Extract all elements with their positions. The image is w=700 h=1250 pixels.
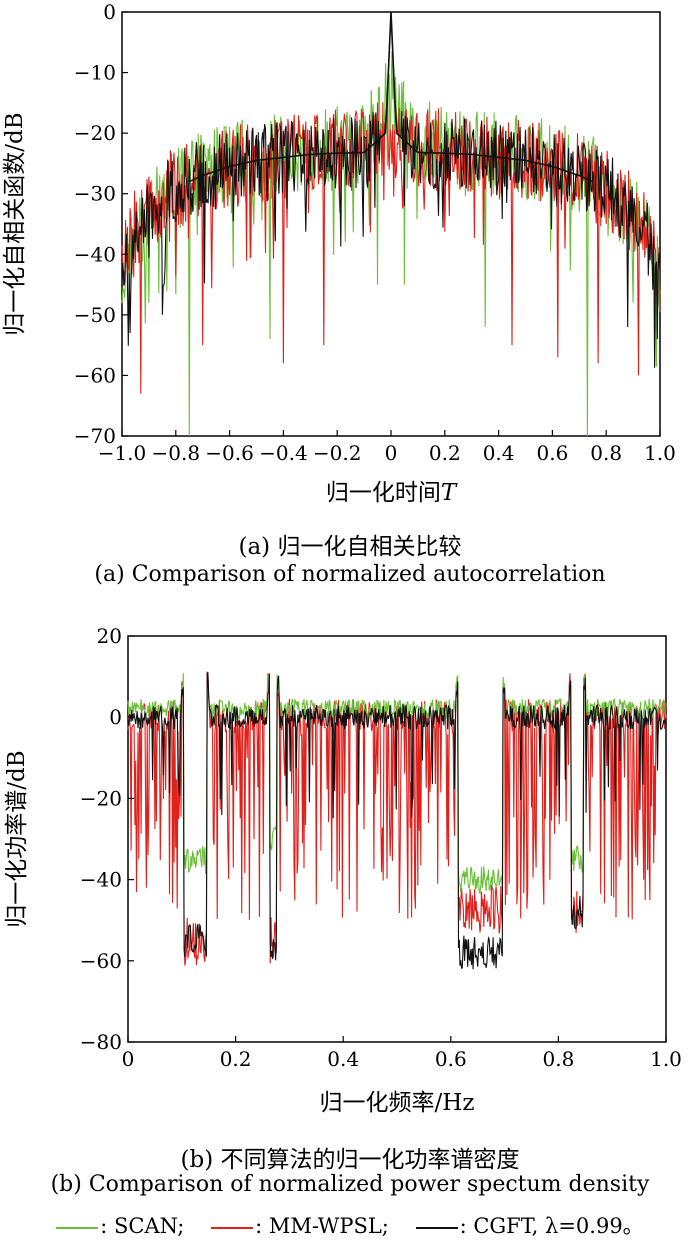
y-tick-label-a: −10 bbox=[74, 61, 116, 85]
legend-item-mm-wpsl: : MM-WPSL; bbox=[211, 1214, 389, 1238]
series-group-b bbox=[127, 670, 667, 970]
plot-frame-b bbox=[127, 635, 667, 1043]
y-tick-label-a: 0 bbox=[103, 0, 116, 24]
y-tick-label-a: −60 bbox=[74, 363, 116, 387]
x-tick-label-a: 0.6 bbox=[536, 441, 568, 465]
x-tick-label-a: 0.8 bbox=[590, 441, 622, 465]
x-tick-label-a: −1.0 bbox=[98, 441, 147, 465]
y-tick-label-a: −40 bbox=[74, 242, 116, 266]
x-tick-label-a: −0.4 bbox=[259, 441, 308, 465]
caption-b-zh: (b) 不同算法的归一化功率谱密度 bbox=[180, 1147, 520, 1173]
x-tick-label-b: 0.4 bbox=[327, 1047, 359, 1071]
legend-label-mm-wpsl: : MM-WPSL; bbox=[255, 1214, 389, 1238]
x-tick-label-b: 1.0 bbox=[650, 1047, 682, 1071]
x-tick-label-a: −0.8 bbox=[152, 441, 201, 465]
x-tick-label-a: 0 bbox=[385, 441, 398, 465]
legend-swatch-cgft bbox=[415, 1226, 458, 1229]
y-tick-label-a: −30 bbox=[74, 182, 116, 206]
legend-label-scan: : SCAN; bbox=[100, 1214, 185, 1238]
series-envelope-cgft bbox=[188, 11, 594, 183]
x-tick-label-b: 0.8 bbox=[542, 1047, 574, 1071]
x-tick-label-a: 0.4 bbox=[483, 441, 515, 465]
series-group-a bbox=[121, 11, 661, 437]
ticks-b: 0 0.2 0.4 0.6 0.8 1.0 20 0 −20 −40 −60 −80 bbox=[80, 624, 682, 1071]
y-tick-label-b: −80 bbox=[80, 1030, 122, 1054]
legend: : SCAN; : MM-WPSL; : CGFT, λ=0.99。 bbox=[0, 1210, 700, 1240]
x-tick-label-a: −0.6 bbox=[205, 441, 254, 465]
legend-label-cgft: : CGFT, λ=0.99。 bbox=[459, 1214, 644, 1238]
power-spectrum-chart: 0 0.2 0.4 0.6 0.8 1.0 20 0 −20 −40 −60 −80 归一化频率/Hz… bbox=[4, 624, 682, 1116]
legend-item-scan: : SCAN; bbox=[56, 1214, 184, 1238]
caption-b-en: (b) Comparison of normalized power spect… bbox=[50, 1172, 650, 1197]
caption-a-en: (a) Comparison of normalized autocorrela… bbox=[94, 562, 606, 587]
y-tick-label-a: −70 bbox=[74, 424, 116, 448]
legend-swatch-scan bbox=[56, 1226, 99, 1229]
x-tick-label-b: 0 bbox=[122, 1047, 135, 1071]
ticks-a: −1.0 −0.8 −0.6 −0.4 −0.2 0 0.2 0.4 0.6 0.8 1.0 0 −10… bbox=[74, 0, 676, 465]
series-line-cgft bbox=[127, 672, 667, 970]
series-line-scan bbox=[121, 51, 661, 437]
y-axis-label-a: 归一化自相关函数/dB bbox=[2, 112, 28, 335]
x-tick-label-a: −0.2 bbox=[313, 441, 362, 465]
x-tick-label-a: 1.0 bbox=[644, 441, 676, 465]
y-axis-label-b: 归一化功率谱/dB bbox=[4, 750, 30, 927]
y-tick-label-a: −20 bbox=[74, 121, 116, 145]
legend-item-cgft: : CGFT, λ=0.99。 bbox=[415, 1210, 644, 1240]
caption-a-zh: (a) 归一化自相关比较 bbox=[238, 534, 462, 560]
y-tick-label-b: 0 bbox=[109, 705, 122, 729]
x-axis-label-a: 归一化时间T bbox=[326, 480, 458, 506]
series-line-mm-wpsl bbox=[121, 102, 661, 394]
legend-swatch-mm-wpsl bbox=[211, 1226, 254, 1229]
y-tick-label-b: −60 bbox=[80, 949, 122, 973]
x-tick-label-a: 0.2 bbox=[429, 441, 461, 465]
autocorrelation-chart: −1.0 −0.8 −0.6 −0.4 −0.2 0 0.2 0.4 0.6 0.8 1.0 0 −10… bbox=[2, 0, 676, 506]
y-tick-label-b: 20 bbox=[97, 624, 122, 648]
x-tick-label-b: 0.2 bbox=[220, 1047, 252, 1071]
x-axis-label-b: 归一化频率/Hz bbox=[320, 1090, 475, 1116]
x-tick-label-b: 0.6 bbox=[435, 1047, 467, 1071]
y-tick-label-b: −20 bbox=[80, 786, 122, 810]
y-tick-label-a: −50 bbox=[74, 303, 116, 327]
y-tick-label-b: −40 bbox=[80, 868, 122, 892]
